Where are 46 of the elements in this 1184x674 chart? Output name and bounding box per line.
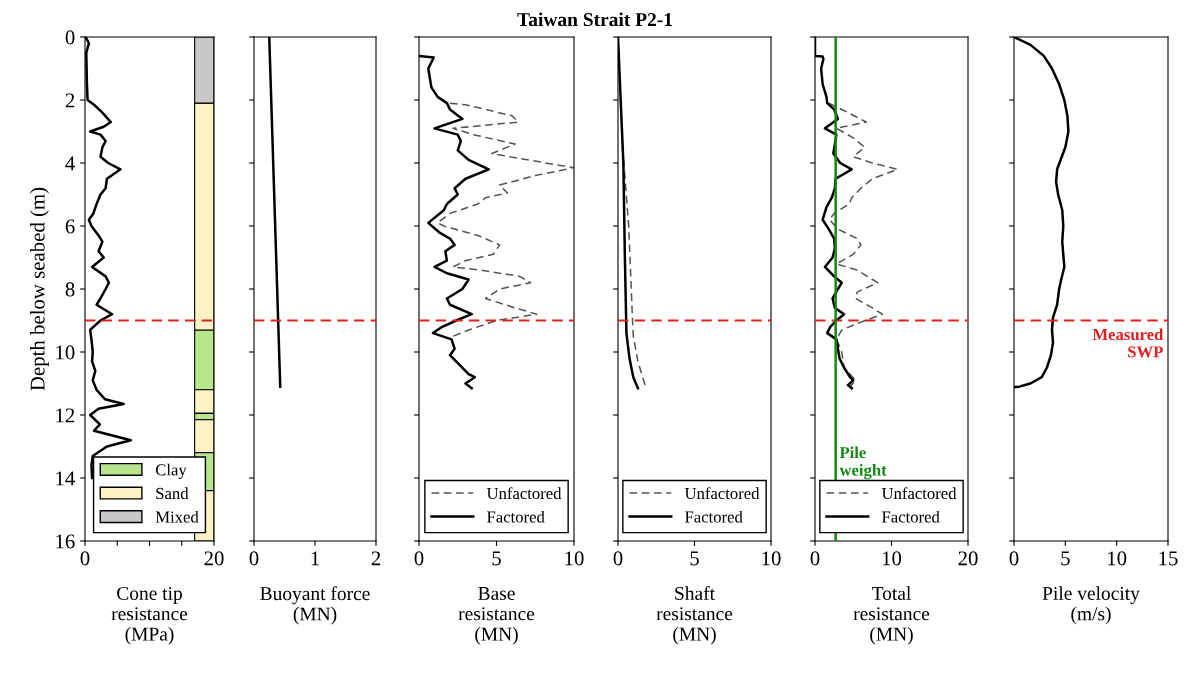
legend-label: Clay: [155, 463, 187, 479]
y-tick-label: 16: [56, 534, 75, 549]
x-tick-label: 5: [492, 551, 501, 566]
x-tick-label: 20: [204, 551, 224, 566]
x-tick-label: 0: [414, 551, 424, 566]
y-tick-label: 4: [65, 156, 75, 171]
x-tick-label: 10: [762, 551, 781, 566]
x-tick-label: 0: [613, 551, 623, 566]
x-tick-label: 0: [1009, 551, 1019, 566]
x-axis-title: Pile velocity (m/s): [1042, 586, 1140, 625]
legend-label: Unfactored: [684, 487, 760, 500]
legend-label: Factored: [685, 510, 743, 523]
x-tick-label: 10: [882, 551, 902, 566]
y-tick-label: 12: [56, 408, 75, 423]
y-tick-label: 2: [65, 93, 75, 108]
legend-label: Factored: [882, 510, 940, 523]
x-axis-title: Base resistance (MN): [458, 587, 535, 645]
x-tick-label: 20: [958, 551, 978, 566]
x-tick-label: 15: [1159, 551, 1178, 566]
x-tick-label: 0: [80, 551, 90, 566]
x-axis-title: Total resistance (MN): [853, 586, 930, 645]
x-tick-label: 5: [1061, 551, 1070, 566]
legend-label: Mixed: [155, 510, 199, 523]
x-tick-label: 10: [565, 551, 584, 566]
y-axis-title: Depth below seabed (m): [30, 187, 49, 391]
x-tick-label: 1: [311, 551, 319, 566]
legend-label: Sand: [156, 487, 189, 500]
x-axis-title: Shaft resistance (MN): [656, 586, 733, 645]
y-tick-label: 10: [56, 345, 75, 360]
y-tick-label: 14: [56, 471, 75, 486]
x-tick-label: 5: [690, 551, 699, 566]
y-tick-label: 0: [65, 30, 75, 45]
y-tick-label: 6: [65, 219, 75, 234]
x-tick-label: 0: [810, 551, 820, 566]
x-tick-label: 10: [1108, 551, 1127, 566]
chart-title: Taiwan Strait P2-1: [517, 12, 672, 27]
x-tick-label: 2: [371, 551, 381, 566]
x-axis-title: Cone tip resistance (MPa): [111, 586, 188, 645]
x-tick-label: 0: [249, 551, 259, 566]
legend-label: Unfactored: [881, 487, 957, 500]
y-tick-label: 8: [65, 282, 75, 297]
legend-label: Unfactored: [486, 487, 562, 500]
x-axis-title: Buoyant force (MN): [260, 586, 370, 625]
ref-line-label: Pile weight: [839, 446, 887, 480]
ref-line-label: Measured SWP: [1092, 328, 1164, 358]
legend-label: Factored: [487, 510, 545, 523]
